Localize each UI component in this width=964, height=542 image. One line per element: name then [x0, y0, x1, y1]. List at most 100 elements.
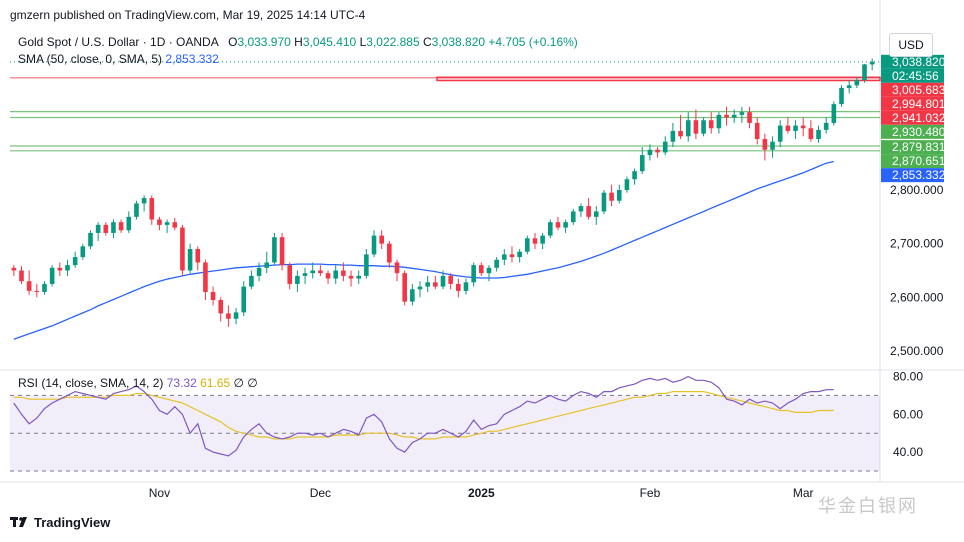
price-label[interactable]: 3,005.683	[881, 82, 946, 97]
candle[interactable]	[593, 206, 599, 225]
candle[interactable]	[203, 259, 208, 301]
candle[interactable]	[747, 106, 752, 129]
price-label[interactable]: 3,038.820	[881, 54, 946, 69]
candle[interactable]	[570, 208, 576, 225]
candle[interactable]	[34, 283, 40, 298]
candle[interactable]	[72, 251, 78, 268]
candle[interactable]	[831, 101, 837, 126]
candle[interactable]	[279, 232, 285, 271]
candle[interactable]	[793, 120, 798, 140]
candle[interactable]	[11, 265, 17, 276]
candle[interactable]	[708, 112, 714, 134]
candle[interactable]	[509, 246, 515, 263]
price-label[interactable]: 2,994.801	[881, 96, 946, 111]
candle[interactable]	[42, 281, 47, 295]
candle[interactable]	[310, 262, 316, 279]
candle[interactable]	[678, 114, 683, 140]
candle[interactable]	[701, 117, 706, 137]
candle[interactable]	[287, 262, 293, 290]
candle[interactable]	[685, 112, 691, 142]
candle[interactable]	[601, 189, 607, 215]
candle[interactable]	[348, 270, 354, 287]
candle[interactable]	[762, 133, 768, 161]
candle[interactable]	[394, 259, 400, 282]
candle[interactable]	[540, 232, 545, 250]
candle[interactable]	[249, 270, 254, 290]
candle[interactable]	[111, 219, 116, 239]
candle[interactable]	[448, 273, 453, 290]
symbol-title[interactable]: Gold Spot / U.S. Dollar · 1D · OANDA	[18, 35, 219, 49]
candle[interactable]	[494, 257, 499, 272]
price-label[interactable]: 2,870.651	[881, 154, 946, 169]
candle[interactable]	[808, 120, 814, 142]
candle[interactable]	[517, 249, 522, 263]
candle[interactable]	[547, 219, 553, 239]
candle[interactable]	[103, 222, 109, 236]
candle[interactable]	[440, 270, 446, 290]
candle[interactable]	[272, 232, 277, 266]
candle[interactable]	[563, 219, 568, 233]
candle[interactable]	[325, 270, 331, 284]
rsi-ma-line[interactable]	[13, 391, 834, 440]
candle[interactable]	[425, 275, 430, 292]
candle[interactable]	[241, 281, 247, 317]
currency-button[interactable]: USD	[889, 33, 933, 57]
candle[interactable]	[88, 230, 93, 250]
candle[interactable]	[716, 112, 722, 134]
candle[interactable]	[770, 136, 775, 158]
candle[interactable]	[417, 281, 423, 298]
candle[interactable]	[693, 109, 699, 140]
candle[interactable]	[180, 224, 185, 276]
candle[interactable]	[578, 203, 584, 217]
candle[interactable]	[341, 262, 346, 282]
candle[interactable]	[616, 184, 622, 204]
candle[interactable]	[126, 211, 132, 233]
candle[interactable]	[800, 117, 806, 137]
candle[interactable]	[371, 230, 377, 258]
candle[interactable]	[486, 265, 492, 282]
candle[interactable]	[624, 176, 630, 193]
candle[interactable]	[662, 136, 668, 156]
candle[interactable]	[463, 278, 469, 295]
candle[interactable]	[187, 243, 193, 274]
price-label[interactable]: 2,930.480	[881, 124, 946, 139]
price-label[interactable]: 2,941.032	[881, 110, 946, 125]
candle[interactable]	[218, 297, 224, 322]
candle[interactable]	[80, 243, 86, 260]
candle[interactable]	[724, 106, 729, 126]
candle[interactable]	[210, 286, 216, 306]
candle[interactable]	[356, 270, 361, 284]
candle[interactable]	[118, 219, 124, 233]
candle[interactable]	[655, 147, 660, 158]
candle[interactable]	[816, 125, 821, 143]
candle[interactable]	[555, 216, 561, 231]
candle[interactable]	[233, 308, 239, 325]
candle[interactable]	[172, 217, 178, 231]
candle[interactable]	[295, 270, 300, 292]
candle[interactable]	[854, 77, 860, 89]
candle[interactable]	[95, 222, 101, 241]
candle[interactable]	[195, 246, 201, 271]
candle[interactable]	[226, 305, 231, 327]
price-label[interactable]: 2,853.332	[881, 168, 946, 183]
sma-label[interactable]: SMA (50, close, 0, SMA, 5)	[18, 52, 163, 66]
candle[interactable]	[525, 235, 530, 255]
rsi-label[interactable]: RSI (14, close, SMA, 14, 2)	[18, 376, 164, 390]
candle[interactable]	[264, 251, 270, 274]
candle[interactable]	[862, 63, 867, 83]
candle[interactable]	[433, 275, 438, 290]
candle[interactable]	[632, 168, 637, 185]
candle[interactable]	[318, 265, 323, 276]
candle[interactable]	[739, 106, 745, 123]
sma-line[interactable]	[13, 160, 834, 340]
candle[interactable]	[670, 122, 676, 148]
candle[interactable]	[387, 240, 392, 268]
candle[interactable]	[754, 117, 760, 145]
candle[interactable]	[149, 195, 155, 225]
rsi-line[interactable]	[13, 375, 834, 457]
candle[interactable]	[777, 120, 783, 148]
candle[interactable]	[647, 144, 653, 161]
candle[interactable]	[379, 230, 384, 250]
candle[interactable]	[846, 79, 852, 94]
price-label[interactable]: 02:45:56	[881, 68, 944, 83]
